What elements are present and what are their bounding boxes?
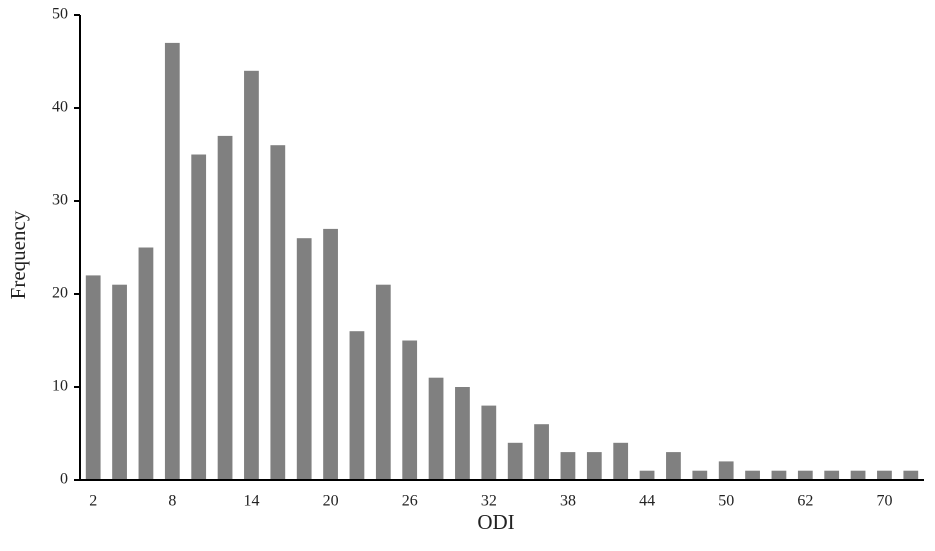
- bar: [824, 470, 840, 480]
- y-tick-label: 40: [52, 99, 68, 116]
- bar: [613, 442, 629, 480]
- bar: [217, 135, 233, 480]
- y-tick-label: 50: [52, 6, 68, 23]
- bar: [349, 331, 365, 480]
- bar: [666, 452, 681, 480]
- bar: [692, 470, 708, 480]
- bar: [112, 284, 127, 480]
- bar: [191, 154, 207, 480]
- bar: [718, 461, 734, 480]
- bar: [639, 470, 655, 480]
- bar: [138, 247, 154, 480]
- bar: [402, 340, 418, 480]
- x-tick-label: 44: [639, 493, 655, 510]
- x-tick-label: 14: [243, 493, 259, 510]
- bar: [323, 228, 338, 480]
- x-tick-label: 62: [797, 493, 813, 510]
- x-tick-label: 8: [168, 493, 176, 510]
- x-axis-title: ODI: [477, 510, 514, 534]
- bar: [560, 452, 576, 480]
- bar: [481, 405, 497, 480]
- bar: [296, 238, 312, 480]
- y-tick-label: 30: [52, 192, 68, 209]
- bar: [428, 377, 444, 480]
- bar: [455, 387, 470, 480]
- bar: [375, 284, 391, 480]
- bar: [903, 470, 919, 480]
- x-tick-label: 32: [481, 493, 497, 510]
- bar: [164, 42, 180, 481]
- x-tick-label: 26: [402, 493, 418, 510]
- x-tick-label: 38: [560, 493, 576, 510]
- bar: [850, 470, 866, 480]
- bar: [270, 145, 286, 480]
- bar: [797, 470, 813, 480]
- x-tick-label: 20: [323, 493, 339, 510]
- bar: [877, 470, 892, 480]
- x-tick-label: 2: [89, 493, 97, 510]
- y-axis-title: Frequency: [6, 210, 30, 299]
- bar: [244, 70, 259, 481]
- bar: [85, 275, 101, 480]
- bar: [771, 470, 787, 480]
- bar: [534, 424, 549, 480]
- y-tick-label: 0: [60, 471, 68, 488]
- x-tick-label: 50: [718, 493, 734, 510]
- x-tick-label: 70: [876, 493, 892, 510]
- y-tick-label: 10: [52, 378, 68, 395]
- bar: [745, 470, 760, 480]
- bar: [507, 442, 523, 480]
- bar: [586, 452, 602, 480]
- y-tick-label: 20: [52, 285, 68, 302]
